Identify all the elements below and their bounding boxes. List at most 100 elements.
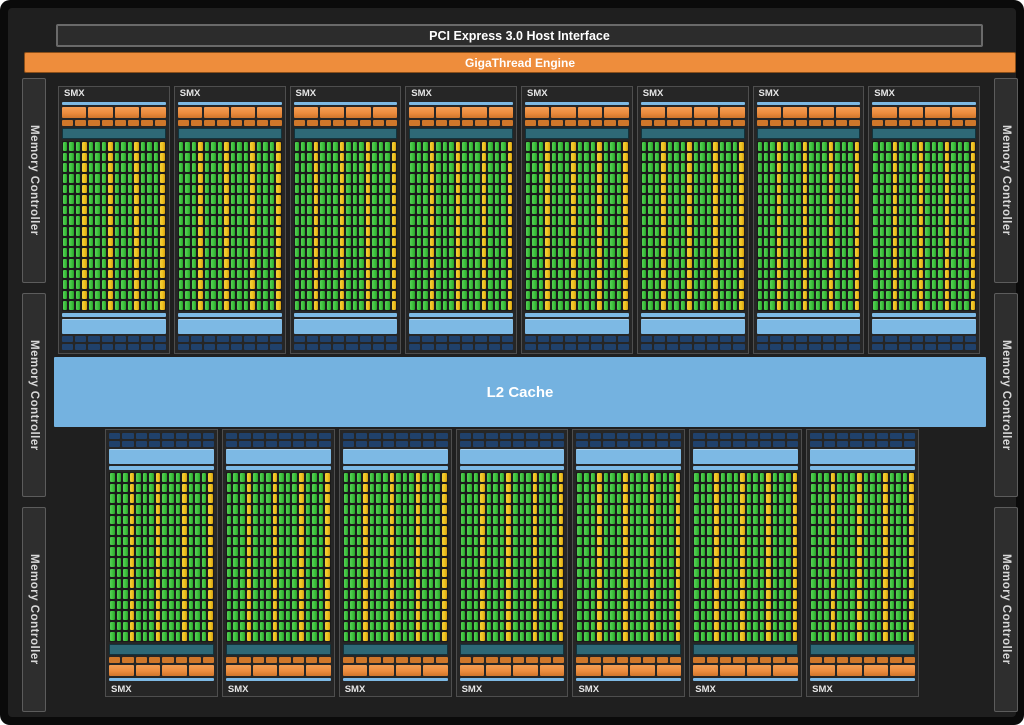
yellow-core-cell — [857, 600, 862, 610]
green-core-cell — [863, 494, 869, 503]
green-core-cell — [912, 152, 917, 162]
yellow-core-cell — [970, 173, 975, 183]
green-core-cell — [551, 173, 557, 183]
memory-controller: Memory Controller — [22, 507, 46, 713]
green-core-cell — [467, 483, 472, 493]
green-core-cell — [292, 494, 297, 503]
green-core-cell — [680, 269, 686, 279]
yellow-core-cell — [545, 173, 550, 183]
green-core-cell — [656, 579, 661, 588]
yellow-core-cell — [224, 184, 229, 194]
green-core-cell — [616, 504, 622, 514]
green-core-cell — [584, 195, 589, 204]
yellow-core-cell — [776, 195, 782, 204]
green-core-cell — [285, 494, 291, 503]
yellow-core-cell — [970, 184, 975, 194]
yellow-core-cell — [713, 515, 719, 525]
green-core-cell — [746, 579, 752, 588]
yellow-core-cell — [246, 611, 252, 620]
yellow-core-cell — [415, 547, 421, 556]
green-core-cell — [121, 205, 126, 215]
yellow-core-cell — [455, 290, 461, 300]
green-core-cell — [848, 184, 853, 194]
yellow-core-cell — [339, 184, 345, 194]
yellow-core-cell — [623, 483, 628, 493]
green-core-cell — [409, 568, 414, 578]
green-core-cell — [584, 280, 589, 289]
green-core-cell — [266, 526, 271, 535]
green-core-cell — [468, 258, 474, 268]
yellow-core-cell — [854, 184, 860, 194]
yellow-core-cell — [792, 547, 798, 556]
yellow-core-cell — [507, 248, 512, 257]
yellow-core-cell — [675, 536, 681, 546]
navy-block — [876, 441, 889, 447]
green-core-cell — [162, 536, 167, 546]
green-core-cell — [318, 579, 324, 588]
green-core-cell — [841, 205, 847, 215]
yellow-core-cell — [506, 579, 511, 588]
green-core-cell — [662, 621, 668, 631]
green-core-cell — [88, 248, 94, 257]
yellow-core-cell — [792, 632, 798, 641]
yellow-core-cell — [857, 568, 862, 578]
green-core-cell — [817, 515, 823, 525]
yellow-core-cell — [854, 280, 860, 289]
orange-block-small — [154, 120, 166, 126]
green-core-cell — [69, 301, 74, 310]
yellow-core-cell — [802, 184, 808, 194]
green-core-cell — [305, 504, 311, 514]
green-core-cell — [610, 536, 615, 546]
yellow-core-cell — [918, 173, 924, 183]
green-core-cell — [662, 579, 668, 588]
green-core-cell — [116, 621, 122, 631]
yellow-core-cell — [339, 258, 345, 268]
green-core-cell — [616, 568, 622, 578]
navy-block — [486, 441, 498, 447]
green-core-cell — [551, 195, 557, 204]
yellow-core-cell — [82, 184, 87, 194]
yellow-core-cell — [272, 611, 278, 620]
green-core-cell — [350, 568, 355, 578]
yellow-core-cell — [363, 589, 368, 599]
green-core-cell — [285, 568, 291, 578]
light-blue-bar-thick — [872, 319, 976, 334]
navy-block — [680, 344, 692, 350]
green-core-cell — [863, 632, 869, 641]
green-core-cell — [378, 269, 384, 279]
green-core-cell — [763, 195, 769, 204]
yellow-core-cell — [558, 483, 564, 493]
green-core-cell — [402, 621, 408, 631]
green-core-cell — [526, 184, 531, 194]
navy-block-row — [810, 441, 916, 447]
green-core-cell — [307, 216, 312, 225]
navy-block — [422, 336, 434, 342]
yellow-core-cell — [313, 195, 319, 204]
green-core-cell — [693, 173, 699, 183]
green-core-cell — [757, 269, 762, 279]
green-core-cell — [127, 237, 133, 247]
yellow-core-cell — [739, 258, 744, 268]
green-core-cell — [237, 269, 242, 279]
green-core-cell — [786, 568, 791, 578]
green-core-cell — [789, 205, 795, 215]
orange-block — [319, 107, 345, 118]
green-core-cell — [957, 301, 963, 310]
light-blue-bar-thick — [177, 319, 282, 334]
green-core-cell — [168, 632, 174, 641]
navy-block — [810, 433, 822, 439]
green-core-cell — [616, 536, 622, 546]
green-core-cell — [873, 290, 878, 300]
light-blue-bar-thin — [693, 466, 799, 470]
green-core-cell — [616, 600, 622, 610]
green-core-cell — [359, 290, 364, 300]
green-core-cell — [467, 515, 472, 525]
green-core-cell — [292, 536, 297, 546]
green-core-cell — [402, 526, 408, 535]
yellow-core-cell — [883, 632, 888, 641]
green-core-cell — [402, 547, 408, 556]
green-core-cell — [662, 558, 668, 567]
green-core-cell — [488, 142, 493, 151]
green-core-cell — [786, 589, 791, 599]
green-core-cell — [636, 558, 641, 567]
